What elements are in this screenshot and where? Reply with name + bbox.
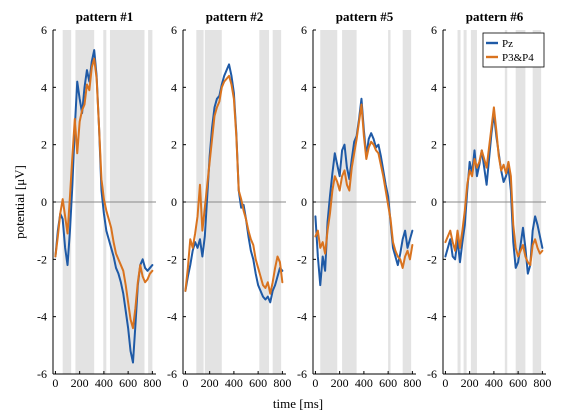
y-tick-label: -6 [297,367,307,381]
x-tick-label: 800 [273,376,291,390]
panel-title: pattern #1 [76,9,133,24]
y-tick-label: 0 [431,195,437,209]
y-tick-label: -6 [427,367,437,381]
panel-4: 6 4 2 0 -2 -4 -6 0 200 400 600 800 pattern #6 Pz P3&P4 [427,9,551,390]
panel-3: 6 4 2 0 -2 -4 -6 0 200 400 600 800 pattern #5 [297,9,421,390]
legend-box [482,32,545,68]
y-tick-label: 6 [171,23,177,37]
y-tick-label: -2 [427,252,437,266]
y-tick-label: -4 [167,310,177,324]
y-tick-label: -4 [37,310,47,324]
y-tick-label: -4 [297,310,307,324]
legend-entry-p3-p4: P3&P4 [502,52,534,64]
x-tick-label: 200 [71,376,89,390]
y-tick-label: 6 [41,23,47,37]
y-tick-label: 2 [431,138,437,152]
series-line-p3-p4 [444,106,544,267]
x-tick-label: 200 [331,376,349,390]
y-tick-label: 0 [301,195,307,209]
panel-1: 6 4 2 0 -2 -4 -6 0 200 400 600 800 pattern #1 [37,9,161,390]
y-tick-label: 4 [301,80,307,94]
x-tick-label: 800 [143,376,161,390]
x-tick-label: 800 [533,376,551,390]
x-tick-label: 600 [379,376,397,390]
x-tick-label: 400 [225,376,243,390]
panel-2: 6 4 2 0 -2 -4 -6 0 200 400 600 800 pattern #2 [167,9,291,390]
y-tick-label: -2 [167,252,177,266]
y-tick-label: 2 [171,138,177,152]
x-tick-label: 200 [461,376,479,390]
x-tick-label: 0 [52,376,58,390]
y-tick-label: -2 [297,252,307,266]
legend: Pz P3&P4 [482,32,545,68]
y-tick-label: -2 [37,252,47,266]
series-line-pz [54,49,154,364]
x-tick-label: 200 [201,376,219,390]
panel-title: pattern #5 [336,9,394,24]
panel-title: pattern #6 [466,9,524,24]
y-tick-label: -6 [167,367,177,381]
x-tick-label: 0 [182,376,188,390]
y-tick-label: 0 [41,195,47,209]
y-tick-label: 2 [301,138,307,152]
x-axis-label: time [ms] [273,396,323,411]
x-tick-label: 800 [403,376,421,390]
y-tick-label: 2 [41,138,47,152]
x-tick-label: 0 [442,376,448,390]
legend-entry-pz: Pz [502,38,513,50]
x-tick-label: 0 [312,376,318,390]
y-tick-label: 4 [431,80,437,94]
x-tick-label: 600 [509,376,527,390]
x-tick-label: 600 [119,376,137,390]
y-tick-label: -6 [37,367,47,381]
x-tick-label: 400 [355,376,373,390]
series-line-p3-p4 [314,103,414,269]
x-tick-label: 400 [95,376,113,390]
y-tick-label: 6 [301,23,307,37]
y-tick-label: -4 [427,310,437,324]
y-tick-label: 4 [171,80,177,94]
series-line-p3-p4 [184,74,284,295]
x-tick-label: 600 [249,376,267,390]
y-axis-label: potential [μV] [12,165,27,239]
y-tick-label: 6 [431,23,437,37]
y-tick-label: 0 [171,195,177,209]
x-tick-label: 400 [485,376,503,390]
panel-title: pattern #2 [206,9,263,24]
y-tick-label: 4 [41,80,47,94]
series-line-p3-p4 [54,57,154,330]
